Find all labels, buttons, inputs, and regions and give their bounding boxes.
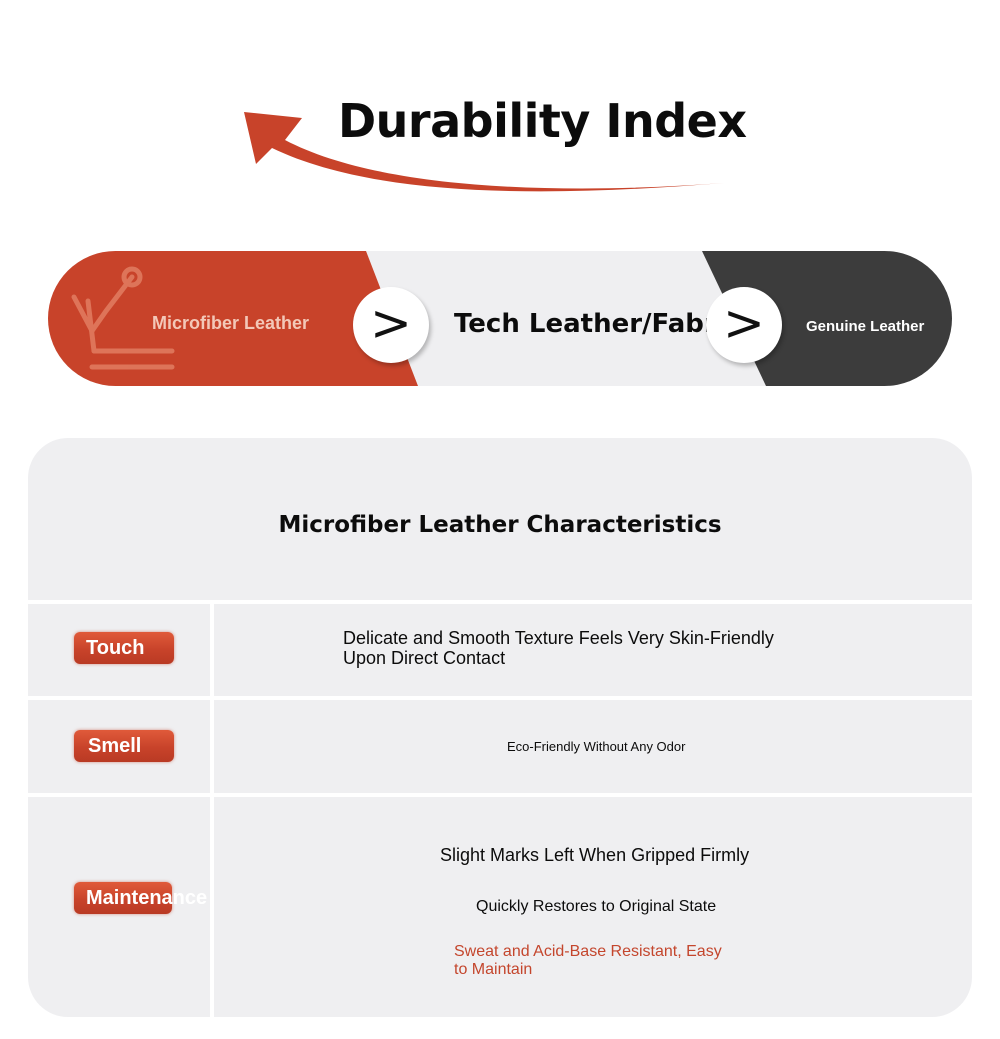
chart-up-icon [71,266,175,370]
maintenance-line: Sweat and Acid-Base Resistant, Easy [454,943,722,960]
curved-arrow-icon [244,112,724,192]
touch-line: Delicate and Smooth Texture Feels Very S… [343,628,774,648]
maintenance-highlight: Sweat and Acid-Base Resistant, Easy to M… [454,943,722,979]
maintenance-line: Quickly Restores to Original State [476,898,717,915]
touch-description: Delicate and Smooth Texture Feels Very S… [343,628,774,668]
touch-line: Upon Direct Contact [343,648,506,668]
maintenance-tag: Maintenance [74,882,207,914]
maintenance-line: Slight Marks Left When Gripped Firmly [440,845,750,865]
microfiber-leather-label: Microfiber Leather [152,313,310,333]
characteristics-table: Microfiber Leather Characteristics Touch… [28,438,972,1017]
column-divider [210,604,214,1017]
smell-tag: Smell [74,730,174,762]
characteristics-title: Microfiber Leather Characteristics [278,512,722,538]
row-divider [28,793,972,797]
row-divider [28,696,972,700]
genuine-leather-label: Genuine Leather [806,318,925,335]
touch-tag: Touch [74,632,174,664]
durability-comparison: Microfiber Leather > Tech Leather/Fabric… [48,251,952,386]
greater-than-badge: > [353,287,429,363]
page-title: Durability Index [338,94,747,148]
smell-description: Eco-Friendly Without Any Odor [507,739,686,754]
tech-leather-label: Tech Leather/Fabric [454,309,742,339]
greater-than-badge: > [706,287,782,363]
maintenance-line: to Maintain [454,961,533,978]
row-divider [28,600,972,604]
